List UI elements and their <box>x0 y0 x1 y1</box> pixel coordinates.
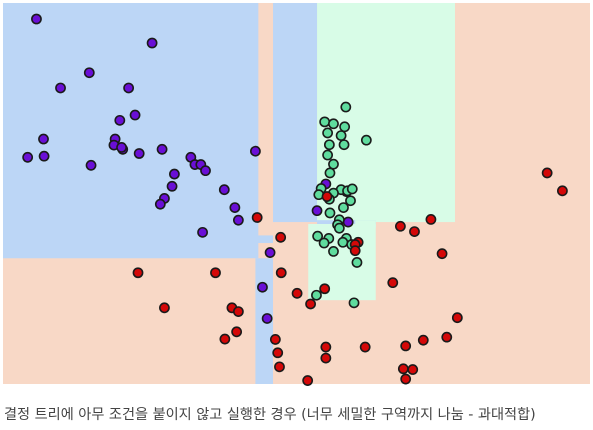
data-point-class-2 <box>543 168 552 177</box>
data-point-class-2 <box>401 374 410 383</box>
data-point-class-0 <box>201 166 210 175</box>
data-point-class-2 <box>292 289 301 298</box>
data-point-class-2 <box>321 342 330 351</box>
data-point-class-2 <box>426 215 435 224</box>
decision-regions <box>3 3 590 384</box>
data-point-class-2 <box>321 353 330 362</box>
decision-region-class-1 <box>355 220 376 228</box>
data-point-class-1 <box>323 150 332 159</box>
data-point-class-0 <box>157 145 166 154</box>
data-point-class-1 <box>329 247 338 256</box>
data-point-class-1 <box>348 184 357 193</box>
data-point-class-2 <box>211 268 220 277</box>
data-point-class-1 <box>349 298 358 307</box>
data-point-class-0 <box>234 216 243 225</box>
data-point-class-1 <box>352 258 361 267</box>
data-point-class-0 <box>265 248 274 257</box>
data-point-class-1 <box>325 208 334 217</box>
data-point-class-0 <box>85 68 94 77</box>
data-point-class-2 <box>277 268 286 277</box>
data-point-class-0 <box>115 116 124 125</box>
data-point-class-0 <box>156 200 165 209</box>
data-point-class-2 <box>275 362 284 371</box>
data-point-class-0 <box>258 283 267 292</box>
data-point-class-0 <box>56 83 65 92</box>
data-point-class-0 <box>130 110 139 119</box>
data-point-class-0 <box>39 152 48 161</box>
data-point-class-0 <box>198 228 207 237</box>
data-point-class-2 <box>408 365 417 374</box>
data-point-class-1 <box>341 102 350 111</box>
data-point-class-0 <box>135 149 144 158</box>
data-point-class-1 <box>320 117 329 126</box>
data-point-class-1 <box>329 119 338 128</box>
data-point-class-1 <box>340 122 349 131</box>
data-point-class-0 <box>344 217 353 226</box>
decision-region-class-0 <box>255 235 273 243</box>
data-point-class-1 <box>329 160 338 169</box>
data-point-class-2 <box>220 334 229 343</box>
data-point-class-0 <box>117 143 126 152</box>
data-point-class-0 <box>32 14 41 23</box>
data-point-class-2 <box>388 278 397 287</box>
data-point-class-2 <box>234 307 243 316</box>
data-point-class-0 <box>147 38 156 47</box>
data-point-class-0 <box>86 161 95 170</box>
data-point-class-2 <box>351 246 360 255</box>
data-point-class-2 <box>253 213 262 222</box>
data-point-class-0 <box>39 134 48 143</box>
data-point-class-1 <box>325 168 334 177</box>
data-point-class-2 <box>320 284 329 293</box>
data-point-class-2 <box>437 249 446 258</box>
data-point-class-2 <box>361 342 370 351</box>
data-point-class-0 <box>230 203 239 212</box>
data-point-class-2 <box>273 348 282 357</box>
data-point-class-2 <box>303 376 312 385</box>
decision-region-class-0 <box>3 3 258 258</box>
data-point-class-2 <box>410 227 419 236</box>
data-point-class-1 <box>362 136 371 145</box>
data-point-class-1 <box>338 238 347 247</box>
data-point-class-2 <box>442 333 451 342</box>
data-point-class-1 <box>323 128 332 137</box>
data-point-class-2 <box>396 222 405 231</box>
data-point-class-2 <box>558 186 567 195</box>
data-point-class-2 <box>133 268 142 277</box>
data-point-class-2 <box>271 335 280 344</box>
data-point-class-2 <box>399 364 408 373</box>
data-point-class-2 <box>160 303 169 312</box>
data-point-class-2 <box>453 313 462 322</box>
data-point-class-2 <box>419 336 428 345</box>
data-point-class-1 <box>325 140 334 149</box>
data-point-class-1 <box>337 131 346 140</box>
data-point-class-1 <box>339 203 348 212</box>
data-point-class-2 <box>322 192 331 201</box>
data-point-class-1 <box>335 224 344 233</box>
data-point-class-0 <box>167 182 176 191</box>
decision-tree-chart <box>0 0 593 392</box>
decision-region-class-0 <box>273 3 317 222</box>
data-point-class-1 <box>339 140 348 149</box>
figure-caption: 결정 트리에 아무 조건을 붙이지 않고 실행한 경우 (너무 세밀한 구역까지… <box>4 404 589 424</box>
data-point-class-0 <box>124 83 133 92</box>
data-point-class-0 <box>170 169 179 178</box>
data-point-class-1 <box>312 291 321 300</box>
data-point-class-0 <box>220 185 229 194</box>
data-point-class-2 <box>276 233 285 242</box>
data-point-class-0 <box>263 314 272 323</box>
data-point-class-1 <box>319 238 328 247</box>
data-point-class-0 <box>312 206 321 215</box>
data-point-class-2 <box>306 299 315 308</box>
data-point-class-2 <box>232 327 241 336</box>
data-point-class-2 <box>401 341 410 350</box>
data-point-class-0 <box>251 147 260 156</box>
data-point-class-0 <box>23 153 32 162</box>
